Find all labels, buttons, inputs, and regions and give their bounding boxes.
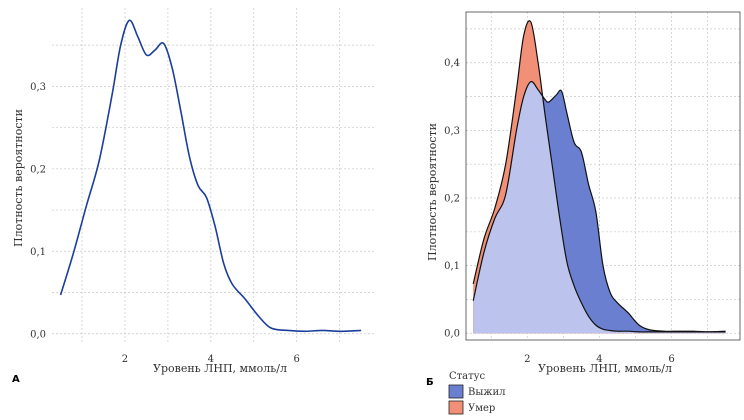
chart-a-plot: 2 4 6 0,0 0,1 0,2 0,3 Уровень ЛНП, ммоль/л Плотн… [12,8,374,385]
chart-b-frame [465,11,741,341]
chart-b-y-axis-label: Плотность вероятности [426,123,439,261]
chart-a-x-tick-label-2: 6 [294,354,300,365]
chart-a-y-tick-label-0: 0,0 [30,329,46,340]
chart-b-legend: Статус Выжил Умер [448,371,506,415]
chart-a-density-line [59,19,362,333]
legend-title: Статус [449,371,486,382]
chart-b-overlap-area [473,81,726,334]
chart-b-overlap [473,81,726,334]
legend-label-died: Умер [468,403,495,414]
chart-b-plot: 2 4 6 0,0 0,1 0,2 0,3 0,4 Уровень ЛНП, ммоль/л Пл… [426,11,741,415]
chart-a-y-tick-label-2: 0,2 [30,164,46,175]
legend-swatch-died [448,400,464,415]
legend-swatch-survived [448,384,464,399]
chart-b-y-tick-label-0: 0,0 [444,329,460,340]
chart-a-x-tick-label-0: 2 [122,354,128,365]
chart-a-y-tick-label-1: 0,1 [30,247,46,258]
chart-b-line-died [472,20,726,333]
chart-a-x-tick-label-1: 4 [208,354,214,365]
chart-b-x-tick-label-2: 6 [668,354,674,365]
chart-b-x-tick-label-1: 4 [596,354,602,365]
chart-b-x-tick-label-0: 2 [524,354,530,365]
chart-a-x-axis-label: Уровень ЛНП, ммоль/л [153,362,287,375]
chart-b-y-tick-label-4: 0,4 [444,58,460,69]
legend-label-survived: Выжил [468,387,506,398]
chart-b-y-tick-label-3: 0,3 [444,126,460,137]
chart-a-y-axis-label: Плотность вероятности [12,109,25,247]
chart-b-y-tick-label-2: 0,2 [444,193,460,204]
chart-b-line-survived [472,80,726,333]
chart-a-panel-label: А [12,374,20,385]
chart-b-panel-label: Б [426,377,434,388]
chart-b-x-axis-label: Уровень ЛНП, ммоль/л [538,362,672,375]
chart-a-y-tick-label-3: 0,3 [30,82,46,93]
chart-b-y-tick-label-1: 0,1 [444,261,460,272]
